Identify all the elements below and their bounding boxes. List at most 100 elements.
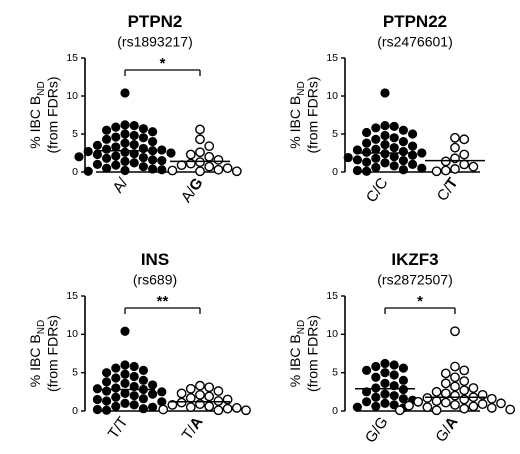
chart-title: IKZF3 (391, 250, 438, 269)
data-point-filled (111, 401, 121, 411)
data-point-filled (389, 370, 399, 380)
data-point-filled (352, 402, 362, 412)
x-category-label-text: T/T (105, 414, 132, 442)
data-point-open (431, 396, 442, 406)
significance-label: * (417, 293, 423, 310)
data-point-filled (129, 371, 139, 382)
data-point-filled (111, 383, 121, 393)
data-point-filled (352, 145, 362, 155)
data-point-open (459, 159, 470, 170)
y-tick-label: 15 (66, 52, 78, 64)
data-point-filled (380, 149, 390, 159)
data-point-filled (102, 396, 112, 406)
data-point-filled (83, 146, 93, 157)
y-tick-label: 10 (326, 328, 338, 340)
data-point-filled (138, 124, 148, 134)
data-point-filled (371, 153, 381, 163)
data-point-open (176, 397, 187, 408)
data-point-filled (407, 129, 418, 139)
data-point-filled (398, 394, 408, 404)
x-category-label: C/C (363, 175, 392, 206)
data-point-open (459, 134, 470, 145)
y-axis-label-main: % IBC B (287, 96, 303, 149)
data-point-filled (102, 386, 112, 396)
data-point-filled (102, 125, 112, 135)
data-point-open (241, 405, 251, 416)
data-point-filled (380, 368, 390, 378)
data-point-filled (102, 153, 112, 163)
data-point-filled (407, 159, 418, 169)
data-point-filled (352, 155, 362, 165)
data-point-filled (389, 360, 399, 370)
data-point-open (213, 396, 224, 406)
data-point-open (213, 164, 224, 175)
chart-subtitle: (rs2872507) (377, 271, 453, 287)
data-point-open (195, 380, 205, 391)
y-tick-label: 10 (66, 328, 78, 340)
data-point-open (505, 404, 516, 415)
data-point-open (231, 166, 242, 177)
data-point-open (404, 400, 414, 411)
data-point-open (477, 399, 488, 409)
data-point-filled (138, 375, 148, 385)
data-point-open (167, 165, 178, 176)
data-point-filled (398, 384, 408, 395)
y-tick-label: 15 (326, 52, 338, 64)
data-point-open (440, 397, 451, 408)
data-point-filled (398, 363, 408, 373)
data-point-filled (138, 133, 148, 143)
data-point-open (450, 399, 460, 410)
data-point-open (450, 372, 460, 383)
data-point-filled (129, 361, 139, 372)
x-category-label: A/G (178, 175, 207, 206)
data-point-open (185, 393, 196, 403)
data-point-open (394, 405, 405, 416)
data-point-filled (371, 134, 381, 144)
y-axis-label-main: % IBC B (27, 96, 43, 149)
y-tick-label: 15 (66, 290, 78, 302)
x-category-label-text: G/G (362, 414, 392, 446)
data-point-open (195, 166, 205, 177)
data-point-filled (407, 141, 418, 151)
data-point-filled (129, 400, 139, 410)
data-point-filled (389, 133, 399, 143)
data-point-open (459, 403, 470, 414)
y-axis-label-main: % IBC B (287, 334, 303, 387)
chart-subtitle: (rs1893217) (117, 33, 193, 49)
data-point-filled (74, 152, 84, 162)
chart-title: PTPN2 (128, 12, 183, 31)
data-point-filled (111, 151, 121, 161)
x-category-label: T/T (105, 414, 132, 442)
data-point-filled (120, 165, 130, 176)
y-tick-label: 5 (332, 366, 338, 378)
data-point-open (440, 388, 451, 399)
data-point-open (450, 326, 460, 337)
x-category-label: T/A (179, 414, 207, 444)
y-tick-label: 10 (66, 90, 78, 102)
data-point-filled (371, 162, 381, 173)
data-point-filled (398, 375, 408, 385)
y-tick-label: 15 (326, 290, 338, 302)
data-point-open (204, 141, 215, 152)
data-point-filled (389, 152, 399, 162)
data-point-filled (371, 144, 381, 154)
data-point-filled (157, 156, 167, 166)
data-point-filled (417, 163, 427, 173)
y-tick-label: 0 (332, 166, 338, 178)
data-point-filled (398, 165, 408, 175)
data-point-filled (138, 365, 148, 375)
data-point-filled (148, 127, 158, 137)
data-point-filled (102, 144, 112, 154)
data-point-filled (352, 165, 362, 176)
data-point-open (431, 386, 442, 397)
data-point-filled (120, 326, 130, 336)
data-point-filled (111, 373, 121, 383)
chart-title: INS (141, 250, 169, 269)
data-point-filled (111, 160, 121, 170)
data-point-filled (361, 147, 372, 157)
data-point-filled (102, 368, 112, 378)
x-category-label-text: A/ (109, 174, 132, 196)
x-category-label-text: C/C (363, 175, 392, 206)
data-point-filled (380, 140, 390, 150)
